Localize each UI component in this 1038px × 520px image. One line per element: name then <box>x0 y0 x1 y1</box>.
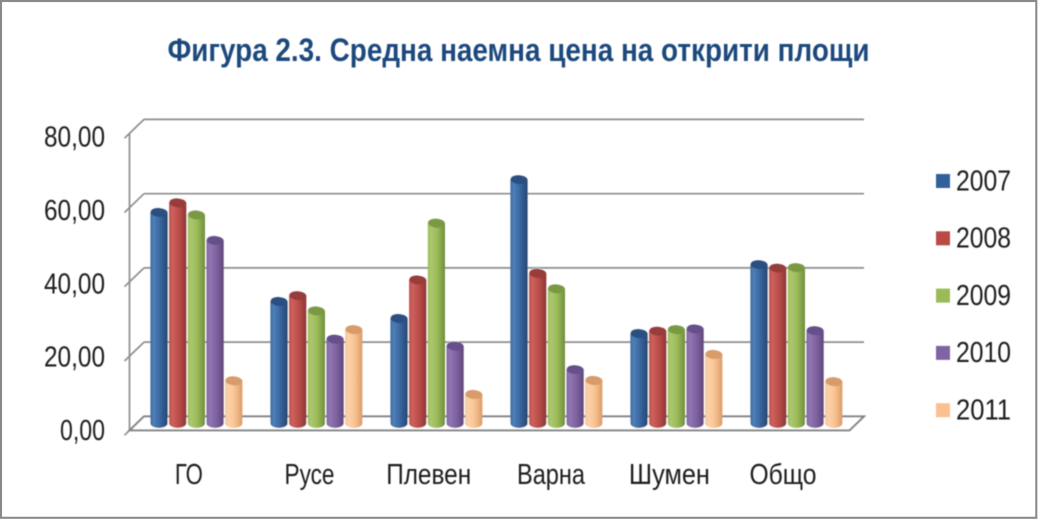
svg-text:Русе: Русе <box>285 459 335 491</box>
svg-text:Фигура 2.3. Средна наемна цена: Фигура 2.3. Средна наемна цена на открит… <box>168 32 870 68</box>
svg-text:60,00: 60,00 <box>44 195 105 227</box>
svg-text:0,00: 0,00 <box>60 415 105 447</box>
svg-text:2011: 2011 <box>956 395 1011 427</box>
svg-text:2007: 2007 <box>956 165 1011 197</box>
svg-text:2009: 2009 <box>956 280 1011 312</box>
svg-text:Шумен: Шумен <box>629 459 710 491</box>
svg-text:Варна: Варна <box>517 459 586 491</box>
svg-text:ГО: ГО <box>175 459 203 491</box>
svg-text:2010: 2010 <box>956 337 1011 369</box>
svg-text:80,00: 80,00 <box>44 122 105 154</box>
svg-text:40,00: 40,00 <box>44 268 105 300</box>
svg-text:Плевен: Плевен <box>386 459 471 491</box>
svg-text:2008: 2008 <box>956 223 1011 255</box>
svg-text:20,00: 20,00 <box>44 342 105 374</box>
svg-text:Общо: Общо <box>750 459 817 491</box>
